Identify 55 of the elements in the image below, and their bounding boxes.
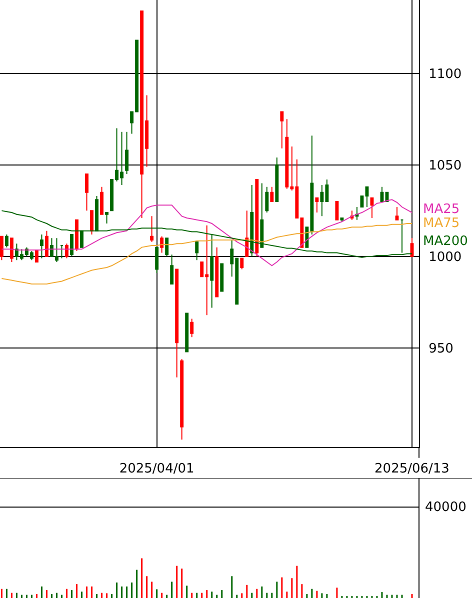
candlestick [160, 236, 164, 254]
candlestick [65, 243, 68, 259]
candlestick [315, 197, 319, 214]
candlestick [170, 254, 174, 284]
line-series [1, 199, 412, 266]
candlestick [70, 234, 74, 257]
candlestick [180, 358, 184, 440]
candlestick [190, 318, 194, 338]
candlestick [125, 131, 129, 175]
candlestick [150, 216, 154, 242]
candlestick [85, 174, 88, 212]
candlestick [335, 201, 339, 220]
candlestick [220, 263, 224, 292]
series-label: MA25 [423, 202, 460, 217]
candlestick [80, 230, 84, 248]
candlestick [45, 230, 48, 257]
series-label: MA200 [423, 234, 468, 249]
candlestick [0, 236, 4, 261]
candlestick [395, 206, 399, 220]
candlestick [355, 206, 359, 220]
candlestick [75, 219, 78, 252]
candlestick [240, 258, 244, 270]
candlestick [215, 246, 219, 298]
candlestick [90, 210, 94, 235]
x-tick-label: 2025/06/13 [374, 462, 450, 477]
candlestick [255, 179, 259, 257]
y-tick-label: 1100 [428, 66, 462, 82]
candlestick [410, 238, 414, 257]
candlestick [100, 186, 104, 215]
candlestick [155, 246, 159, 274]
candlestick [35, 250, 38, 262]
candlestick [10, 238, 14, 262]
candlestick [4, 234, 8, 248]
candlestick [400, 219, 404, 254]
y-tick-label: 1050 [428, 158, 462, 174]
text: 40000 [425, 500, 466, 515]
candlestick [370, 197, 374, 218]
candlestick [175, 268, 179, 378]
candlestick [165, 238, 169, 257]
candlestick [275, 157, 279, 202]
candlestick [105, 212, 108, 224]
line-series [1, 223, 412, 284]
candlestick [270, 186, 274, 202]
series-label: MA75 [423, 216, 460, 231]
candlestick [185, 312, 189, 352]
candlestick [195, 241, 199, 261]
candlestick [380, 186, 384, 202]
candlestick [280, 111, 284, 149]
candlestick [40, 234, 44, 259]
candlestick [265, 186, 269, 214]
y-tick-label: 1000 [428, 250, 462, 266]
candlestick [60, 244, 64, 259]
x-tick-label: 2025/04/01 [119, 462, 194, 477]
candlestick [340, 218, 344, 222]
y-tick-label: 950 [428, 342, 454, 357]
